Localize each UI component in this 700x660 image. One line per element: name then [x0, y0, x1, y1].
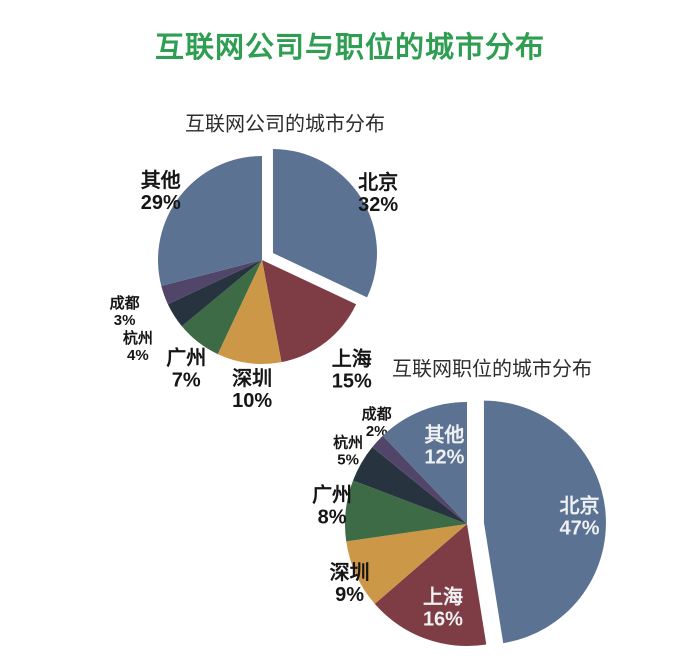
pie-label-shenzhen: 深圳 9%	[330, 561, 370, 606]
pie-label-hangzhou: 杭州 4%	[123, 329, 153, 364]
pie-label-shenzhen: 深圳 10%	[232, 367, 272, 412]
pie-label-hangzhou: 杭州 5%	[333, 434, 363, 469]
pie-slice-chengdu	[161, 260, 262, 305]
pie-slice-hangzhou	[353, 447, 467, 524]
pie-label-guangzhou: 广州 7%	[166, 345, 206, 391]
pie-label-others: 其他 29%	[141, 168, 181, 214]
page-title: 互联网公司与职位的城市分布	[154, 32, 545, 64]
pie-slice-shanghai	[262, 260, 357, 363]
pie-label-shanghai: 上海 15%	[332, 346, 372, 392]
pie-slice-guangzhou	[181, 260, 262, 355]
pie-slice-chengdu	[372, 435, 467, 524]
pie-label-others: 其他 12%	[424, 422, 464, 468]
positions-chart-title: 互联网职位的城市分布	[392, 358, 592, 381]
pie-label-beijing: 北京 47%	[559, 494, 599, 540]
pie-slice-shenzhen	[217, 260, 282, 365]
companies-chart-title: 互联网公司的城市分布	[185, 113, 385, 136]
pie-slice-guangzhou	[345, 480, 467, 542]
pie-label-shanghai: 上海 16%	[423, 585, 463, 631]
pie-slice-others	[158, 156, 262, 286]
pie-label-chengdu: 成都 2%	[362, 405, 392, 440]
pie-slice-hangzhou	[167, 260, 262, 327]
pie-label-guangzhou: 广州 8%	[312, 483, 352, 529]
pie-slice-shanghai	[374, 524, 487, 646]
pie-slice-beijing	[272, 149, 377, 298]
pie-label-beijing: 北京 32%	[358, 170, 398, 216]
pie-slice-beijing	[483, 400, 606, 644]
pie-label-chengdu: 成都 3%	[110, 294, 140, 329]
pie-slice-shenzhen	[346, 524, 467, 604]
pie-slice-others	[382, 402, 467, 524]
